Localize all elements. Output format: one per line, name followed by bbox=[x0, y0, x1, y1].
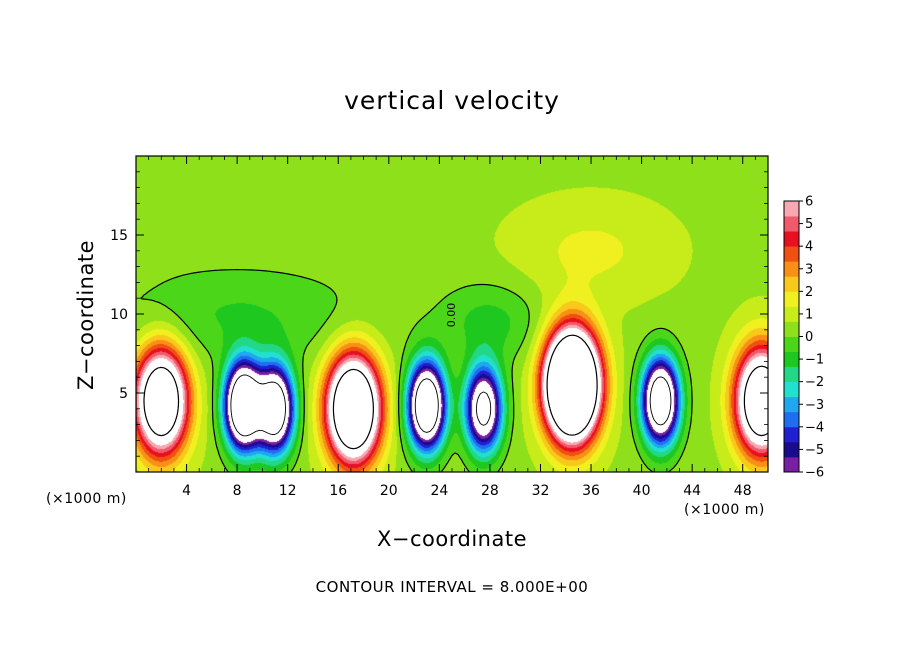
y-tick-label: 15 bbox=[110, 228, 128, 244]
x-tick-label: 44 bbox=[683, 483, 701, 499]
chart-title: vertical velocity bbox=[344, 86, 560, 115]
x-tick-label: 36 bbox=[582, 483, 600, 499]
colorbar-swatch bbox=[784, 201, 799, 217]
contour-lines bbox=[140, 269, 768, 472]
contour-interval-note: CONTOUR INTERVAL = 8.000E+00 bbox=[315, 578, 589, 596]
contour-negative bbox=[230, 374, 672, 437]
x-tick-label: 40 bbox=[633, 483, 651, 499]
colorbar-tick-label: 1 bbox=[805, 307, 813, 322]
colorbar-swatch bbox=[784, 351, 799, 368]
colorbar-swatch bbox=[784, 306, 799, 322]
y-axis-ticks: 5 10 15 bbox=[110, 171, 768, 457]
colorbar-swatch bbox=[784, 411, 799, 428]
colorbar-tick-label: 0 bbox=[805, 330, 813, 345]
colorbar-swatch bbox=[784, 381, 799, 398]
colorbar-swatch bbox=[784, 216, 799, 232]
y-axis-label: Z−coordinate bbox=[74, 240, 98, 390]
colorbar-swatch bbox=[784, 291, 799, 307]
colorbar-tick-label: −1 bbox=[805, 353, 824, 368]
colorbar-tick-label: −6 bbox=[805, 466, 824, 481]
colorbar-swatch bbox=[784, 261, 799, 277]
colorbar-tick-label: −4 bbox=[805, 420, 824, 435]
x-tick-label: 16 bbox=[329, 483, 347, 499]
colorbar-tick-label: 5 bbox=[805, 217, 813, 232]
x-tick-label: 28 bbox=[481, 483, 499, 499]
colorbar-tick-label: 6 bbox=[805, 195, 813, 210]
colorbar-swatch bbox=[784, 336, 799, 352]
contour-inline-label: 0.00 bbox=[445, 303, 458, 328]
x-tick-label: 48 bbox=[734, 483, 752, 499]
colorbar-swatch bbox=[784, 321, 799, 337]
colorbar-swatch bbox=[784, 396, 799, 413]
velocity-field-image bbox=[136, 156, 768, 472]
colorbar-swatch bbox=[784, 456, 799, 473]
x-tick-label: 20 bbox=[380, 483, 398, 499]
colorbar-tick-label: −5 bbox=[805, 443, 824, 458]
colorbar-tick-label: 2 bbox=[805, 285, 813, 300]
x-axis-ticks: 4 8 12 16 20 24 28 32 36 40 44 48 bbox=[148, 156, 756, 499]
y-tick-label: 10 bbox=[110, 307, 128, 323]
x-tick-label: 12 bbox=[279, 483, 297, 499]
colorbar-swatch bbox=[784, 231, 799, 247]
colorbar: 6 5 4 3 2 1 0 −1 −2 −3 −4 −5 −6 bbox=[783, 195, 824, 481]
contour-line bbox=[143, 334, 768, 450]
x-tick-label: 4 bbox=[182, 483, 191, 499]
colorbar-swatch bbox=[784, 426, 799, 443]
x-tick-label: 8 bbox=[233, 483, 242, 499]
y-tick-label: 5 bbox=[119, 386, 128, 402]
colorbar-tick-label: 3 bbox=[805, 262, 813, 277]
colorbar-swatch bbox=[784, 366, 799, 383]
x-axis-label: X−coordinate bbox=[377, 527, 527, 551]
colorbar-swatch bbox=[784, 276, 799, 292]
x-tick-label: 24 bbox=[430, 483, 448, 499]
colorbar-swatch bbox=[784, 246, 799, 262]
x-unit-label-left: (×1000 m) bbox=[46, 491, 127, 507]
contour-line bbox=[140, 269, 693, 472]
colorbar-tick-label: −2 bbox=[805, 375, 824, 390]
colorbar-tick-label: 4 bbox=[805, 240, 813, 255]
colorbar-tick-label: −3 bbox=[805, 398, 824, 413]
x-unit-label-right: (×1000 m) bbox=[684, 502, 765, 518]
colorbar-swatch bbox=[784, 441, 799, 458]
x-tick-label: 32 bbox=[532, 483, 550, 499]
contour-labels: 0.00 bbox=[445, 303, 458, 328]
